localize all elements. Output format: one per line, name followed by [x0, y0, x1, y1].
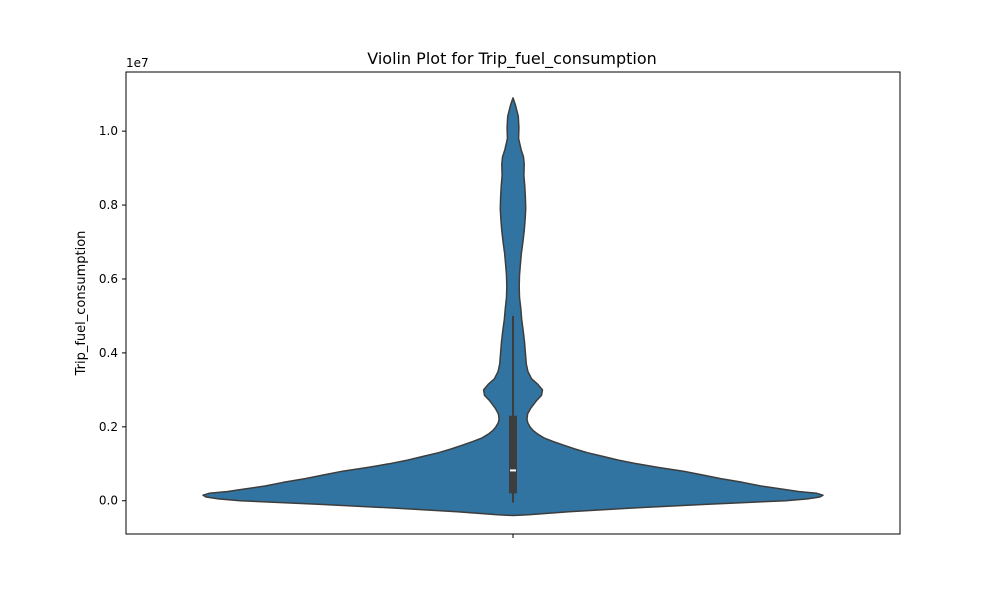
y-axis-offset-label: 1e7 [126, 56, 149, 70]
y-tick-label: 0.8 [99, 198, 118, 212]
plot-area [202, 97, 824, 517]
y-tick-label: 0.6 [99, 272, 118, 286]
y-tick-label: 0.0 [99, 494, 118, 508]
axes: 0.0 0.2 0.4 0.6 0.8 1.0 [99, 71, 901, 538]
y-tick-label: 0.2 [99, 420, 118, 434]
violin-body [202, 97, 824, 517]
y-axis-label: Trip_fuel_consumption [74, 231, 89, 377]
interquartile-box [509, 415, 517, 494]
y-tick-label: 1.0 [99, 124, 118, 138]
chart-title: Violin Plot for Trip_fuel_consumption [367, 49, 657, 69]
y-tick-label: 0.4 [99, 346, 118, 360]
